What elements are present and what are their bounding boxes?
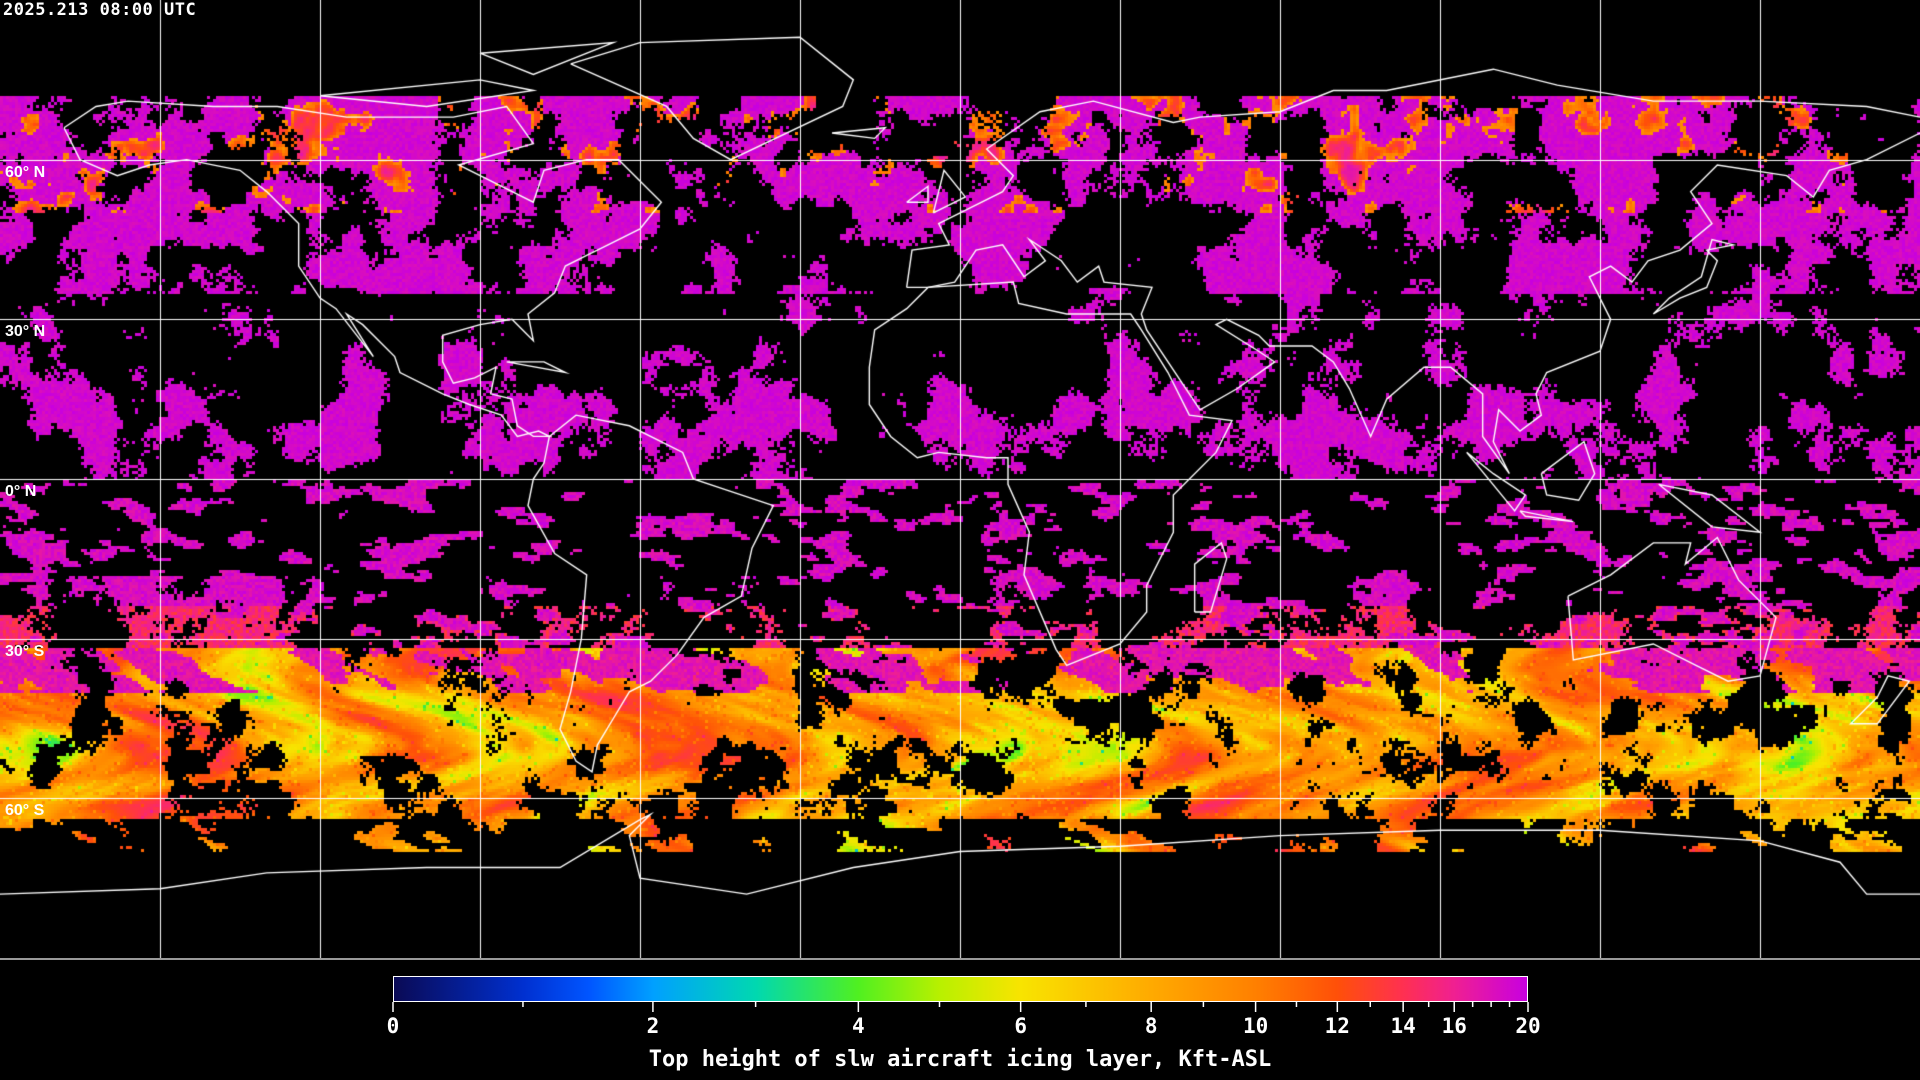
- tick-label: 4: [852, 1014, 865, 1038]
- tick-label: 2: [646, 1014, 660, 1038]
- lat-label: 30° N: [5, 323, 46, 341]
- tick-label: 0: [386, 1014, 400, 1038]
- tick-label: 20: [1515, 1014, 1541, 1038]
- lat-label: 0° N: [5, 483, 37, 500]
- tick-label: 8: [1144, 1014, 1158, 1038]
- colorbar-title: Top height of slw aircraft icing layer, …: [648, 1047, 1272, 1072]
- colorbar: [393, 976, 1528, 1002]
- lat-label: 60° S: [5, 802, 45, 820]
- lat-label: 60° N: [5, 163, 46, 181]
- tick-label: 6: [1014, 1014, 1027, 1038]
- icing-height-map: [0, 0, 1920, 958]
- tick-label: 14: [1390, 1014, 1416, 1038]
- lat-label: 30° S: [5, 642, 45, 660]
- map-border: [0, 958, 1920, 960]
- tick-label: 10: [1242, 1014, 1269, 1038]
- valid-time: 2025.213 08:00 UTC: [3, 0, 197, 20]
- tick-label: 12: [1324, 1014, 1350, 1038]
- tick-label: 16: [1441, 1014, 1467, 1038]
